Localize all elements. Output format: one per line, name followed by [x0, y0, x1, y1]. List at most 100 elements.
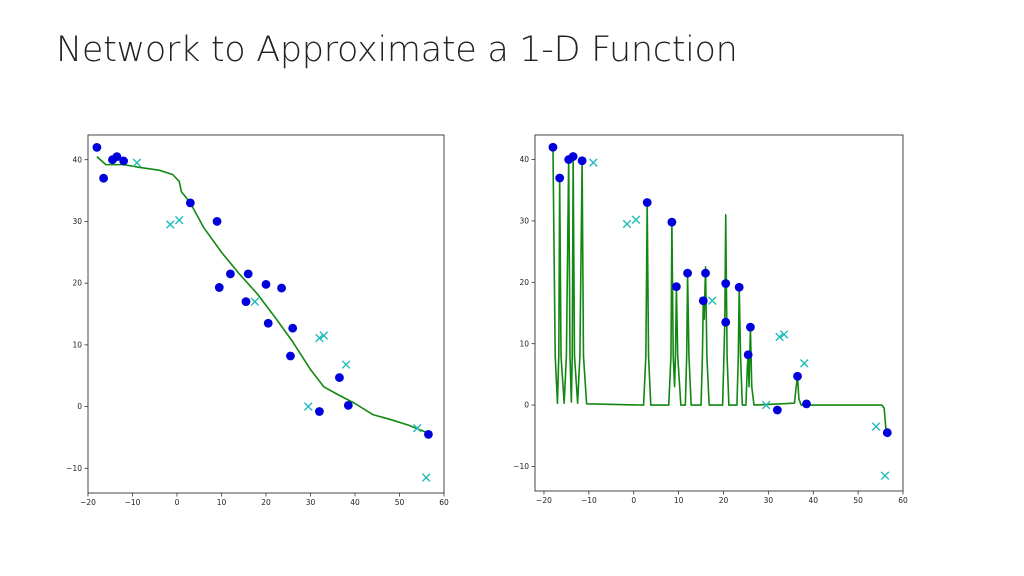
test-point-stroke [631, 215, 641, 224]
test-point-x [631, 215, 641, 224]
test-point-x [421, 473, 431, 482]
x-tick-label: 60 [439, 498, 449, 507]
train-point-dot [185, 198, 195, 208]
train-point-dot [343, 400, 353, 410]
test-point-stroke [341, 360, 351, 369]
test-point-stroke [779, 330, 789, 339]
test-point-stroke [250, 297, 260, 306]
test-point-stroke [880, 471, 890, 480]
y-tick-label: 30 [519, 217, 529, 226]
test-point-stroke [315, 333, 324, 343]
test-point-stroke [319, 331, 329, 340]
test-point-stroke [166, 220, 175, 229]
plot-frame [534, 134, 904, 492]
test-point-stroke [799, 359, 809, 368]
train-point-dot [261, 279, 271, 289]
test-point-stroke [413, 423, 422, 433]
test-point-stroke [761, 400, 771, 410]
x-tick-label: 10 [674, 496, 684, 505]
train-point-dot [226, 269, 235, 279]
left-chart: −20 −10 0 10 20 30 40 50 60 −10 0 10 20 30 40 [66, 134, 449, 507]
test-point-x [799, 359, 809, 368]
train-point-dot [746, 322, 755, 332]
train-point-dot [214, 283, 224, 292]
x-tick-label: 60 [898, 496, 908, 505]
train-point-dot [683, 268, 692, 278]
y-tick-label: 10 [519, 339, 529, 348]
train-point-dot [721, 279, 731, 288]
test-point-x [871, 422, 881, 431]
test-point-stroke [871, 422, 881, 431]
right-chart: −20 −10 0 10 20 30 40 50 60 −10 0 10 20 30 40 [513, 134, 908, 505]
train-point-dot [555, 173, 565, 183]
train-point-dot [577, 156, 587, 166]
test-point-x [132, 158, 142, 168]
train-point-dot [667, 217, 677, 227]
train-point-dot [671, 282, 681, 292]
train-point-dot [99, 173, 108, 183]
test-point-stroke [622, 219, 632, 229]
train-point-dot [548, 142, 558, 152]
test-point-x [622, 219, 632, 229]
train-point-dot [721, 317, 731, 327]
x-tick-label: −20 [536, 496, 552, 505]
y-tick-label: −10 [66, 464, 82, 473]
train-point-dot [277, 283, 286, 293]
x-tick-label: 50 [395, 498, 405, 507]
x-tick-label: 0 [175, 498, 180, 507]
plot-frame [87, 134, 445, 494]
train-point-dot [642, 198, 652, 207]
y-tick-label: 20 [519, 278, 529, 287]
y-tick-label: 40 [72, 155, 82, 164]
test-point-stroke [421, 473, 431, 482]
x-tick-label: −20 [80, 498, 96, 507]
train-point-dot [286, 351, 295, 361]
y-tick-label: 30 [72, 217, 82, 226]
train-point-dot [212, 217, 222, 226]
train-point-dot [112, 152, 122, 162]
x-tick-label: 10 [217, 498, 227, 507]
train-point-dot [263, 318, 273, 328]
train-point-dot [882, 428, 892, 438]
test-point-x [319, 331, 329, 340]
train-point-dot [802, 399, 811, 409]
train-point-dot [288, 323, 298, 333]
test-point-x [880, 471, 890, 480]
train-point-dot [335, 373, 344, 382]
x-tick-label: 50 [853, 496, 863, 505]
fitted-curve-line [550, 146, 889, 434]
train-point-dot [243, 269, 253, 279]
test-point-stroke [707, 296, 717, 306]
test-point-stroke [132, 158, 142, 168]
y-tick-label: 0 [524, 401, 529, 410]
y-tick-label: −10 [513, 462, 529, 471]
train-point-dot [772, 405, 782, 415]
train-point-dot [315, 407, 324, 416]
train-point-dot [734, 282, 744, 292]
train-point-dot [424, 429, 433, 439]
fitted-curve-line [96, 156, 429, 434]
test-point-x [174, 215, 184, 225]
test-point-x [250, 297, 260, 306]
train-point-dot [119, 156, 128, 166]
x-tick-label: −10 [125, 498, 141, 507]
test-point-stroke [303, 402, 313, 411]
test-point-x [779, 330, 789, 339]
x-tick-label: 20 [719, 496, 729, 505]
x-tick-label: 30 [306, 498, 316, 507]
test-point-x [341, 360, 351, 369]
train-point-dot [92, 142, 102, 152]
x-tick-label: 0 [631, 496, 636, 505]
x-tick-label: 20 [261, 498, 271, 507]
test-point-x [166, 220, 175, 229]
test-point-x [315, 333, 324, 343]
train-point-dot [698, 296, 708, 306]
x-tick-label: −10 [581, 496, 597, 505]
y-tick-label: 0 [77, 402, 82, 411]
y-tick-label: 10 [72, 340, 82, 349]
train-point-dot [793, 371, 802, 381]
train-point-dot [701, 268, 710, 278]
test-point-x [413, 423, 422, 433]
test-point-x [707, 296, 717, 306]
test-point-stroke [775, 332, 784, 342]
